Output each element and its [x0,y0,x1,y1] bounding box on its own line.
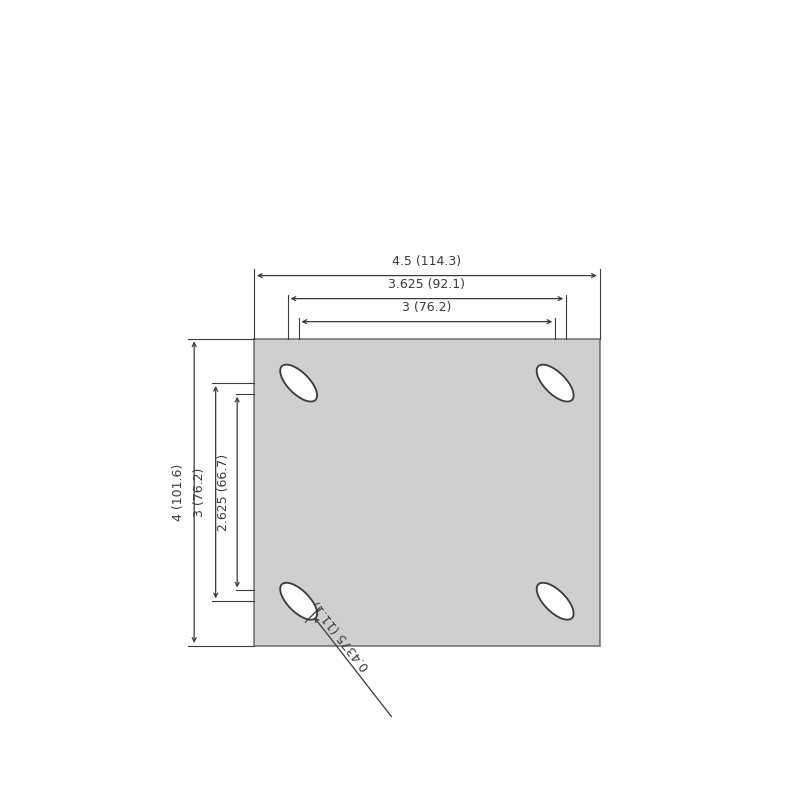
Text: 2.625 (66.7): 2.625 (66.7) [217,454,230,530]
Ellipse shape [537,365,574,402]
Ellipse shape [280,582,317,620]
Text: 3 (76.2): 3 (76.2) [194,467,206,517]
Text: 3 (76.2): 3 (76.2) [402,301,451,314]
Text: 0.4375 (11.1): 0.4375 (11.1) [310,598,372,673]
Text: 4 (101.6): 4 (101.6) [172,463,185,521]
Ellipse shape [537,582,574,620]
Text: 3.625 (92.1): 3.625 (92.1) [388,278,466,291]
Bar [254,338,600,646]
Text: 4.5 (114.3): 4.5 (114.3) [392,255,462,268]
Ellipse shape [280,365,317,402]
